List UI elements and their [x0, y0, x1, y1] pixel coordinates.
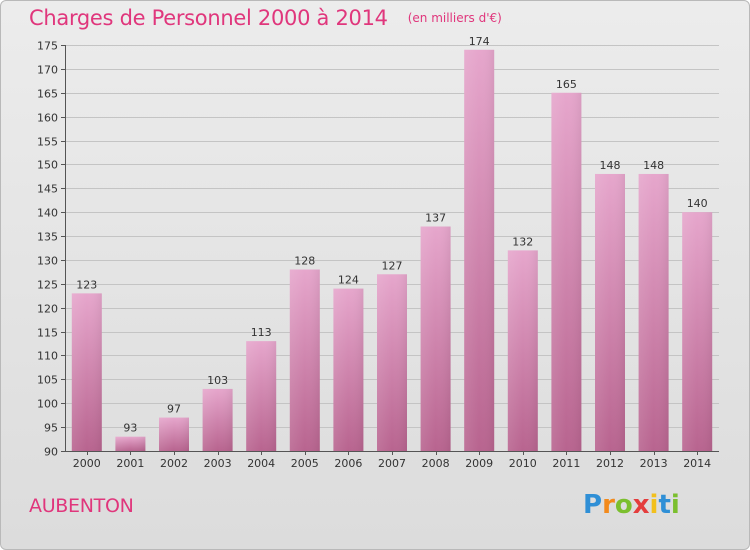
value-label-2011: 165 [556, 78, 577, 91]
commune-name: AUBENTON [29, 495, 134, 517]
y-tick-label: 120 [37, 303, 58, 316]
value-label-2002: 97 [167, 403, 181, 416]
value-label-2009: 174 [469, 35, 490, 48]
logo-letter: i [670, 490, 680, 520]
x-tick-label-2002: 2002 [160, 457, 188, 470]
bar-shade [377, 274, 407, 451]
logo-letter: x [632, 490, 650, 520]
logo-letter: o [614, 490, 633, 520]
value-label-2001: 93 [123, 422, 137, 435]
x-tick-label-2000: 2000 [73, 457, 101, 470]
bar-shade [71, 293, 102, 451]
y-tick-label: 125 [37, 279, 58, 292]
x-tick-label-2004: 2004 [247, 457, 275, 470]
bar-shade [202, 388, 233, 451]
x-tick-label-2012: 2012 [596, 457, 624, 470]
bar-shade [682, 212, 713, 451]
value-label-2012: 148 [600, 159, 621, 172]
bar-shade [464, 49, 495, 452]
x-tick-label-2014: 2014 [683, 457, 711, 470]
bars: 123 93 97 103 113 128 124 127 137 174 132 165 148 148… [71, 35, 713, 452]
x-tick-label-2011: 2011 [552, 457, 580, 470]
x-tick-label-2013: 2013 [640, 457, 668, 470]
value-label-2005: 128 [294, 254, 315, 267]
x-tick-label-2001: 2001 [116, 457, 144, 470]
y-tick-label: 110 [37, 350, 58, 363]
x-tick-label-2006: 2006 [334, 457, 362, 470]
bar-shade [159, 417, 189, 451]
y-tick-label: 100 [37, 398, 58, 411]
logo-letter: t [658, 490, 671, 520]
y-tick-label: 145 [37, 183, 58, 196]
title-line: Charges de Personnel 2000 à 2014 (en mill… [29, 6, 502, 36]
logo-letter: r [602, 490, 615, 520]
value-label-2004: 113 [251, 326, 272, 339]
bar-shade [595, 173, 625, 451]
bar-shade [507, 250, 538, 451]
x-tick-label-2010: 2010 [509, 457, 537, 470]
y-tick-label: 95 [44, 422, 58, 435]
x-tick-label-2008: 2008 [422, 457, 450, 470]
value-label-2003: 103 [207, 374, 228, 387]
y-tick-label: 160 [37, 112, 58, 125]
x-tick-label-2003: 2003 [204, 457, 232, 470]
y-tick-label: 130 [37, 255, 58, 268]
bar-shade [289, 269, 320, 451]
y-tick-label: 90 [44, 446, 58, 459]
y-tick-label: 150 [37, 159, 58, 172]
chart-title: Charges de Personnel 2000 à 2014 [29, 6, 388, 30]
y-tick-label: 105 [37, 374, 58, 387]
proxiti-logo-icon: Proxiti [583, 490, 680, 520]
x-tick-label-2005: 2005 [291, 457, 319, 470]
bar-shade [638, 173, 669, 451]
bar-shade [333, 288, 364, 451]
axes: 90 95 100 105 110 115 120 125 130 135 140 145 150 155… [37, 40, 719, 470]
value-label-2010: 132 [512, 235, 533, 248]
value-label-2000: 123 [76, 278, 97, 291]
value-label-2008: 137 [425, 212, 446, 225]
y-tick-label: 165 [37, 88, 58, 101]
y-tick-label: 115 [37, 327, 58, 340]
chart-subtitle: (en milliers d'€) [407, 11, 502, 25]
bar-shade [246, 341, 277, 451]
bar-shade [115, 436, 146, 451]
bar-shade [551, 92, 582, 451]
value-label-2006: 124 [338, 274, 359, 287]
y-tick-label: 155 [37, 136, 58, 149]
x-tick-label-2009: 2009 [465, 457, 493, 470]
x-tick-label-2007: 2007 [378, 457, 406, 470]
y-tick-label: 170 [37, 64, 58, 77]
y-tick-label: 175 [37, 40, 58, 53]
value-label-2014: 140 [687, 197, 708, 210]
logo-letter: i [649, 490, 659, 520]
value-label-2013: 148 [643, 159, 664, 172]
logo-letter: P [583, 490, 603, 520]
bar-shade [420, 226, 451, 451]
value-label-2007: 127 [382, 259, 403, 272]
y-tick-label: 135 [37, 231, 58, 244]
y-tick-label: 140 [37, 207, 58, 220]
